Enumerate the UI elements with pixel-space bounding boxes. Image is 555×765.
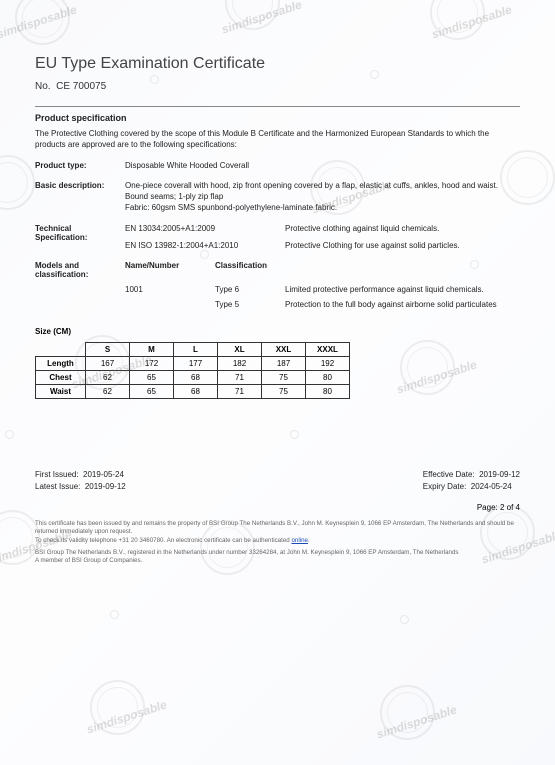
- size-table: S M L XL XXL XXXL Length 167 172 177 182…: [35, 342, 350, 399]
- models-row: 1001 Type 6 Limited protective performan…: [35, 285, 520, 294]
- dates-block: First Issued: 2019-05-24 Latest Issue: 2…: [35, 469, 520, 493]
- basic-desc-value: One-piece coverall with hood, zip front …: [125, 181, 520, 213]
- footer-line1: This certificate has been issued by and …: [35, 520, 520, 536]
- tech-spec-label: Technical Specification:: [35, 224, 125, 252]
- row-label: Waist: [36, 385, 86, 399]
- section-rule: [35, 106, 520, 107]
- models-label: Models and classification:: [35, 261, 125, 279]
- basic-desc-label: Basic description:: [35, 181, 125, 213]
- table-header: S: [86, 343, 130, 357]
- table-row: Chest 62 65 68 71 75 80: [36, 371, 350, 385]
- table-cell: 177: [174, 357, 218, 371]
- tech-spec-list: EN 13034:2005+A1:2009 Protective clothin…: [125, 224, 520, 252]
- table-header: XXL: [262, 343, 306, 357]
- watermark: simdisposable: [220, 0, 304, 37]
- table-header: M: [130, 343, 174, 357]
- certificate-number: No. CE 700075: [35, 81, 520, 92]
- row-label: Chest: [36, 371, 86, 385]
- basic-desc-row: Basic description: One-piece coverall wi…: [35, 181, 520, 213]
- tech-spec-row: Technical Specification: EN 13034:2005+A…: [35, 224, 520, 252]
- table-cell: 65: [130, 371, 174, 385]
- table-header: XL: [218, 343, 262, 357]
- table-blank: [36, 343, 86, 357]
- model-desc: Limited protective performance against l…: [285, 285, 520, 294]
- tech-desc: Protective clothing against liquid chemi…: [285, 224, 520, 235]
- models-name-header: Name/Number: [125, 261, 215, 279]
- certno-label: No.: [35, 81, 51, 92]
- model-desc: Protection to the full body against airb…: [285, 300, 520, 309]
- models-row: Type 5 Protection to the full body again…: [35, 300, 520, 309]
- table-cell: 62: [86, 371, 130, 385]
- table-cell: 68: [174, 371, 218, 385]
- tech-desc: Protective Clothing for use against soli…: [285, 241, 520, 252]
- expiry-value: 2024-05-24: [471, 482, 512, 491]
- latest-issue-value: 2019-09-12: [85, 482, 126, 491]
- page-number: Page: 2 of 4: [35, 503, 520, 512]
- footer: This certificate has been issued by and …: [35, 520, 520, 564]
- effective-value: 2019-09-12: [479, 470, 520, 479]
- watermark: simdisposable: [0, 2, 78, 41]
- footer-text: To check its validity telephone +31 20 3…: [35, 537, 291, 544]
- table-cell: 172: [130, 357, 174, 371]
- footer-line2: To check its validity telephone +31 20 3…: [35, 537, 520, 545]
- online-link[interactable]: online: [291, 537, 308, 544]
- models-header-row: Models and classification: Name/Number C…: [35, 261, 520, 279]
- table-cell: 187: [262, 357, 306, 371]
- table-cell: 75: [262, 371, 306, 385]
- table-cell: 182: [218, 357, 262, 371]
- models-class-header: Classification: [215, 261, 285, 279]
- certno-value: CE 700075: [56, 81, 106, 92]
- model-type: Type 6: [215, 285, 285, 294]
- table-cell: 167: [86, 357, 130, 371]
- expiry-label: Expiry Date:: [423, 482, 467, 491]
- tech-std: EN 13034:2005+A1:2009: [125, 224, 285, 235]
- product-type-row: Product type: Disposable White Hooded Co…: [35, 161, 520, 172]
- table-row: Length 167 172 177 182 187 192: [36, 357, 350, 371]
- spec-heading: Product specification: [35, 113, 520, 123]
- watermark: simdisposable: [85, 697, 169, 736]
- table-cell: 192: [306, 357, 350, 371]
- footer-line4: A member of BSI Group of Companies.: [35, 557, 520, 565]
- watermark: simdisposable: [430, 2, 514, 41]
- model-type: Type 5: [215, 300, 285, 309]
- table-header: XXXL: [306, 343, 350, 357]
- first-issued-label: First Issued:: [35, 470, 79, 479]
- footer-line3: BSI Group The Netherlands B.V., register…: [35, 549, 520, 557]
- dates-left: First Issued: 2019-05-24 Latest Issue: 2…: [35, 469, 126, 493]
- size-heading: Size (CM): [35, 327, 520, 336]
- watermark: simdisposable: [395, 357, 479, 396]
- model-name: 1001: [125, 285, 215, 294]
- table-cell: 75: [262, 385, 306, 399]
- latest-issue-label: Latest Issue:: [35, 482, 80, 491]
- first-issued-value: 2019-05-24: [83, 470, 124, 479]
- table-cell: 65: [130, 385, 174, 399]
- table-cell: 80: [306, 385, 350, 399]
- row-label: Length: [36, 357, 86, 371]
- certificate-page: simdisposable simdisposable simdisposabl…: [0, 0, 555, 765]
- page-title: EU Type Examination Certificate: [35, 55, 520, 73]
- table-row: Waist 62 65 68 71 75 80: [36, 385, 350, 399]
- product-type-value: Disposable White Hooded Coverall: [125, 161, 520, 172]
- table-cell: 71: [218, 385, 262, 399]
- table-row: S M L XL XXL XXXL: [36, 343, 350, 357]
- table-cell: 71: [218, 371, 262, 385]
- watermark: simdisposable: [375, 702, 459, 741]
- table-header: L: [174, 343, 218, 357]
- intro-text: The Protective Clothing covered by the s…: [35, 129, 520, 151]
- effective-label: Effective Date:: [423, 470, 475, 479]
- table-cell: 62: [86, 385, 130, 399]
- dates-right: Effective Date: 2019-09-12 Expiry Date: …: [423, 469, 520, 493]
- table-cell: 80: [306, 371, 350, 385]
- product-type-label: Product type:: [35, 161, 125, 172]
- footer-text: .: [308, 537, 310, 544]
- tech-std: EN ISO 13982-1:2004+A1:2010: [125, 241, 285, 252]
- table-cell: 68: [174, 385, 218, 399]
